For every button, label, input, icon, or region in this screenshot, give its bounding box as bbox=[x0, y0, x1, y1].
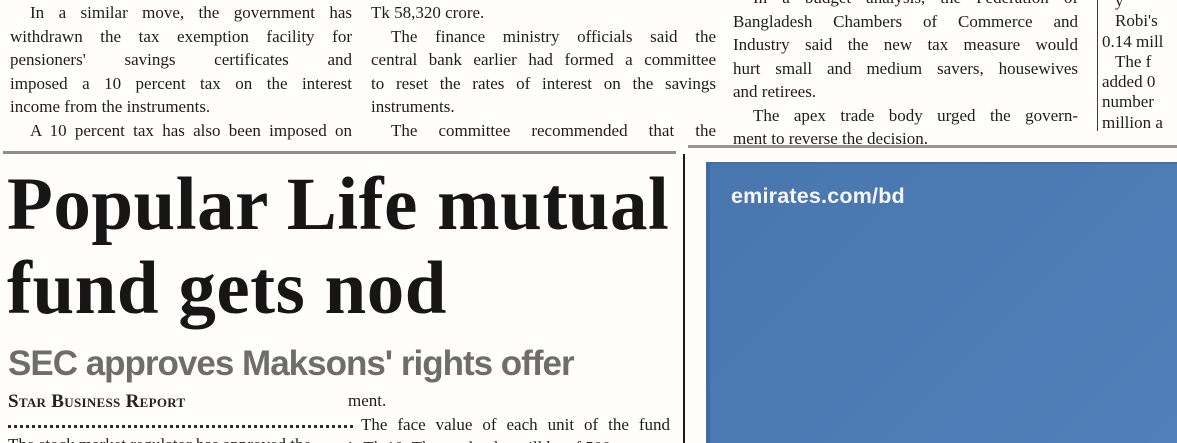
emirates-advertisement: emirates.com/bd bbox=[706, 162, 1177, 443]
text-line: The committee recommended that the bbox=[391, 120, 716, 140]
article-headline: Popular Life mutual fund gets nod bbox=[7, 163, 677, 331]
article-subhead: SEC approves Maksons' rights offer bbox=[8, 344, 575, 383]
text-line: and retirees. bbox=[733, 82, 817, 101]
clipped-text-line: In a budget analysis, the Federation of bbox=[733, 0, 1078, 10]
text-line: The f bbox=[1115, 51, 1152, 71]
text-line: added 0 bbox=[1102, 72, 1156, 92]
text-line: The apex trade body urged the govern- bbox=[753, 105, 1078, 125]
text-line: Industry said the new tax measure would bbox=[733, 35, 1078, 54]
text-line: withdrawn the tax exemption facility for bbox=[10, 26, 352, 46]
clipped-text-line: y bbox=[1115, 0, 1124, 10]
article-body-left-column: The stock market regulator has approved … bbox=[8, 433, 353, 443]
text-line: income from the instruments. bbox=[10, 97, 211, 116]
text-line: In a similar move, the government has bbox=[30, 3, 352, 22]
text-line: number bbox=[1102, 92, 1154, 112]
section-divider-right bbox=[688, 145, 1177, 148]
text-line: ment to reverse the decision. bbox=[733, 129, 928, 148]
text-line: 0.14 mill bbox=[1102, 31, 1164, 51]
byline-dotted-rule bbox=[8, 425, 353, 428]
text-line: pensioners' savings certificates and bbox=[10, 50, 352, 69]
text-line: hurt small and medium savers, housewives bbox=[733, 58, 1078, 78]
headline-line-2: fund gets nod bbox=[7, 247, 447, 330]
text-line: million a bbox=[1102, 112, 1163, 132]
top-article-column-2: Tk 58,320 crore. The finance ministry of… bbox=[371, 1, 716, 142]
headline-line-1: Popular Life mutual bbox=[7, 163, 670, 246]
article-byline: Star Business Report bbox=[8, 391, 186, 412]
text-line: Bangladesh Chambers of Commerce and bbox=[733, 11, 1078, 31]
top-article-column-1: In a similar move, the government has wi… bbox=[10, 1, 352, 142]
column-divider-rule bbox=[1097, 0, 1098, 131]
text-line: to reset the rates of interest on the sa… bbox=[371, 73, 716, 93]
text-line: central bank earlier had formed a commit… bbox=[371, 50, 716, 69]
top-article-column-4-clipped: y Robi's 0.14 mill The f added 0 number … bbox=[1102, 0, 1177, 133]
text-line: imposed a 10 percent tax on the interest bbox=[10, 73, 352, 93]
vertical-section-rule bbox=[683, 154, 685, 443]
text-line: Robi's bbox=[1115, 11, 1158, 31]
advertisement-url-text: emirates.com/bd bbox=[731, 184, 905, 208]
text-line: The finance ministry officials said the bbox=[391, 26, 716, 46]
text-line: instruments. bbox=[371, 97, 455, 116]
section-divider-left bbox=[3, 151, 676, 154]
clipped-text-line: The stock market regulator has approved … bbox=[8, 433, 353, 443]
top-article-column-3: In a budget analysis, the Federation of … bbox=[733, 0, 1078, 151]
article-body-right-column: ment. The face value of each unit of the… bbox=[348, 389, 670, 443]
text-line: The face value of each unit of the fund bbox=[361, 414, 670, 434]
text-line: Tk 58,320 crore. bbox=[371, 3, 485, 22]
text-line: A 10 percent tax has also been imposed o… bbox=[30, 120, 352, 140]
clipped-text-line: is Tk 10. The market lot will be of 500 bbox=[348, 436, 670, 443]
text-line: ment. bbox=[348, 391, 387, 410]
